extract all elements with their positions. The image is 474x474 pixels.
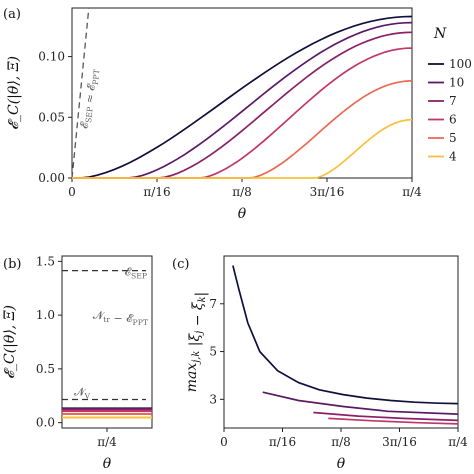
y-tick-label: 0.5 — [36, 362, 55, 376]
x-tick-label: 0 — [68, 185, 76, 199]
x-tick-label: π/16 — [269, 435, 296, 449]
series-line-N100 — [72, 15, 413, 179]
legend-label-N5: 5 — [449, 131, 457, 145]
series-line-N6 — [328, 417, 459, 425]
y-tick-label: 0.05 — [38, 110, 65, 124]
x-axis-label: θ — [337, 456, 346, 472]
y-tick-label: 7 — [209, 297, 217, 311]
y-tick-label: 0.0 — [36, 416, 55, 430]
series-line-N7 — [72, 31, 413, 179]
legend-title: N — [433, 26, 447, 42]
x-tick-label: 3π/16 — [382, 435, 417, 449]
x-tick-label: 0 — [220, 435, 228, 449]
hline-label-nv: 𝓝V — [74, 386, 91, 401]
hline-label-ntr-ppt: 𝓝tr − 𝓔PPT — [93, 309, 149, 327]
x-axis-label: θ — [103, 456, 112, 472]
panel-b-chart: 0.0 0.5 1.0 1.5 π/4 θ 𝓔_C(|θ⟩, Ξ) (b) 𝓔SEP 𝓝tr − … — [2, 254, 153, 472]
series-line-N7 — [313, 411, 459, 422]
legend-label-N10: 10 — [449, 76, 464, 90]
series-line-N6 — [72, 47, 413, 179]
x-tick-label: π/8 — [331, 435, 351, 449]
y-tick-label: 3 — [209, 392, 217, 406]
series-line-N5 — [72, 80, 413, 179]
y-axis-label: 𝓔_C(|θ⟩, Ξ) — [2, 305, 18, 379]
panel-label: (a) — [3, 7, 21, 22]
panel-label: (b) — [3, 257, 21, 272]
legend-label-N6: 6 — [449, 113, 457, 127]
panel-c-chart: 0 π/16 π/8 3π/16 π/4 3 5 7 θ maxj,k |ξj − ξk| (c) — [172, 255, 468, 472]
panel-label: (c) — [172, 257, 189, 272]
x-tick-label: π/4 — [402, 185, 422, 199]
legend-label-N4: 4 — [449, 150, 457, 164]
y-tick-label: 1.5 — [36, 254, 55, 268]
reference-line-label: 𝓔SEP ≈ 𝓔PPT — [77, 67, 101, 130]
x-tick-label: π/4 — [448, 435, 468, 449]
y-tick-label: 0.00 — [38, 171, 65, 185]
y-tick-label: 1.0 — [36, 308, 55, 322]
legend-label-N7: 7 — [449, 94, 457, 108]
hline-label-sep: 𝓔SEP — [125, 266, 147, 281]
y-tick-label: 5 — [209, 345, 217, 359]
panel-b-frame — [61, 255, 153, 429]
series-line-N10 — [262, 391, 459, 415]
x-tick-label: 3π/16 — [310, 185, 345, 199]
series-line-N10 — [72, 21, 413, 179]
x-tick-label: π/16 — [143, 185, 170, 199]
y-axis-label: 𝓔_C(|θ⟩, Ξ) — [6, 56, 22, 130]
x-tick-label: π/4 — [97, 435, 117, 449]
panel-a-frame — [71, 7, 413, 179]
legend-label-N100: 100 — [449, 57, 472, 71]
x-tick-label: π/8 — [232, 185, 252, 199]
series-line-N4 — [72, 118, 413, 179]
reference-line — [71, 7, 90, 179]
series-line-N100 — [232, 265, 459, 405]
y-tick-label: 0.10 — [38, 50, 65, 64]
x-axis-label: θ — [238, 206, 247, 222]
panel-a-chart: 0 π/16 π/8 3π/16 π/4 0.00 0.05 0.10 θ 𝓔_C(|θ⟩, Ξ)… — [3, 7, 472, 222]
y-axis-label: maxj,k |ξj − ξk| — [184, 292, 209, 393]
